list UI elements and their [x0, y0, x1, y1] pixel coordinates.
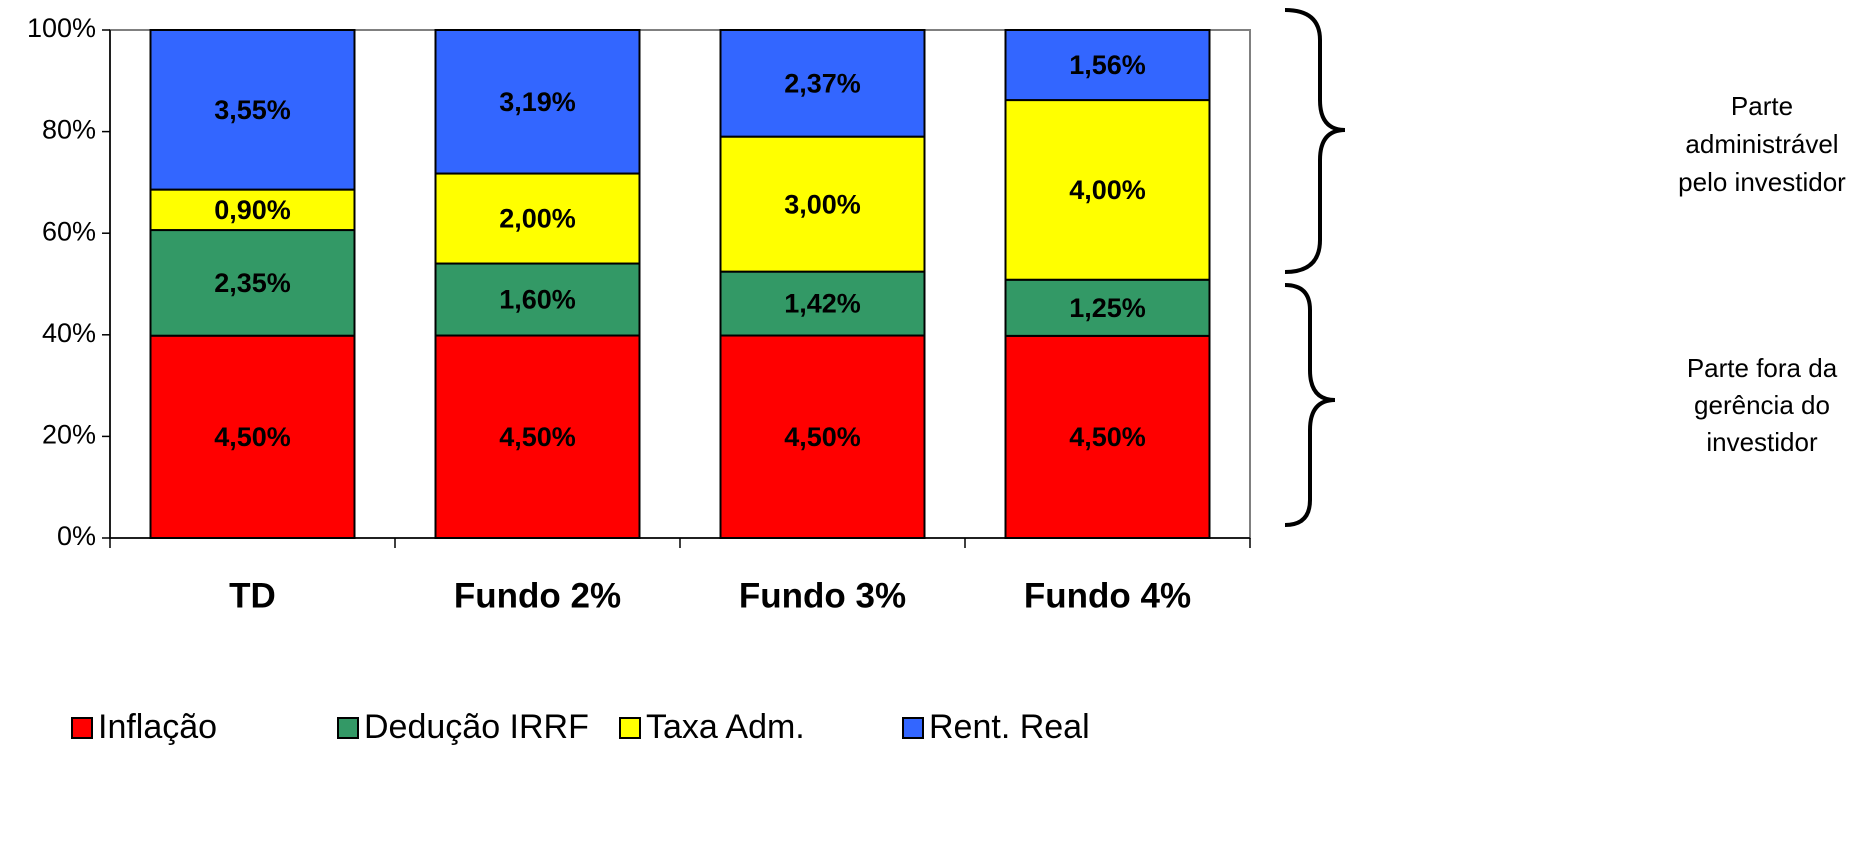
bar-segment	[149, 29, 356, 191]
bar-segment	[434, 172, 641, 265]
x-tick-label: Fundo 3%	[739, 576, 906, 615]
bar-segment	[434, 29, 641, 175]
y-tick-label: 100%	[27, 13, 96, 43]
bar-segment	[434, 334, 641, 539]
data-label: 1,25%	[1069, 293, 1146, 323]
data-label: 0,90%	[214, 195, 291, 225]
x-tick-label: Fundo 2%	[454, 576, 621, 615]
legend-label: Inflação	[98, 708, 217, 746]
annotation: pelo investidor	[1678, 167, 1846, 197]
bar-segment	[719, 270, 926, 337]
brace-lower	[1284, 283, 1336, 527]
annotation: administrável	[1685, 129, 1838, 159]
data-label: 3,19%	[499, 87, 576, 117]
annotation: Parte fora da	[1687, 353, 1838, 383]
y-tick-label: 60%	[42, 216, 96, 246]
bar-segment	[719, 334, 926, 539]
legend-label: Rent. Real	[929, 708, 1090, 746]
legend-swatch	[619, 717, 641, 739]
data-label: 4,50%	[1069, 422, 1146, 452]
legend-swatch	[337, 717, 359, 739]
x-tick-label: Fundo 4%	[1024, 576, 1191, 615]
data-label: 3,55%	[214, 95, 291, 125]
annotation: investidor	[1706, 427, 1818, 457]
data-label: 4,50%	[499, 422, 576, 452]
annotation: Parte	[1731, 91, 1793, 121]
data-label: 2,35%	[214, 268, 291, 298]
data-label: 2,37%	[784, 68, 861, 98]
y-tick-label: 40%	[42, 318, 96, 348]
data-label: 4,50%	[214, 422, 291, 452]
bar-segment	[719, 29, 926, 138]
bar-segment	[719, 135, 926, 273]
y-tick-label: 0%	[57, 521, 96, 551]
legend-swatch	[902, 717, 924, 739]
data-label: 1,42%	[784, 289, 861, 319]
bar-segment	[149, 334, 356, 540]
x-tick-label: TD	[229, 576, 276, 615]
y-tick-label: 80%	[42, 115, 96, 145]
legend-swatch	[71, 717, 93, 739]
data-label: 1,60%	[499, 285, 576, 315]
data-label: 2,00%	[499, 204, 576, 234]
brace-upper	[1284, 8, 1346, 274]
data-label: 3,00%	[784, 189, 861, 219]
annotation: gerência do	[1694, 390, 1830, 420]
bar-segment	[434, 262, 641, 337]
legend-label: Dedução IRRF	[364, 708, 589, 746]
data-label: 1,56%	[1069, 50, 1146, 80]
legend-label: Taxa Adm.	[646, 708, 805, 746]
y-tick-label: 20%	[42, 420, 96, 450]
bar-segment	[149, 188, 356, 232]
bar-segment	[1004, 29, 1211, 102]
data-label: 4,50%	[784, 422, 861, 452]
bar-segment	[1004, 99, 1211, 281]
bar-segment	[149, 229, 356, 337]
data-label: 4,00%	[1069, 175, 1146, 205]
